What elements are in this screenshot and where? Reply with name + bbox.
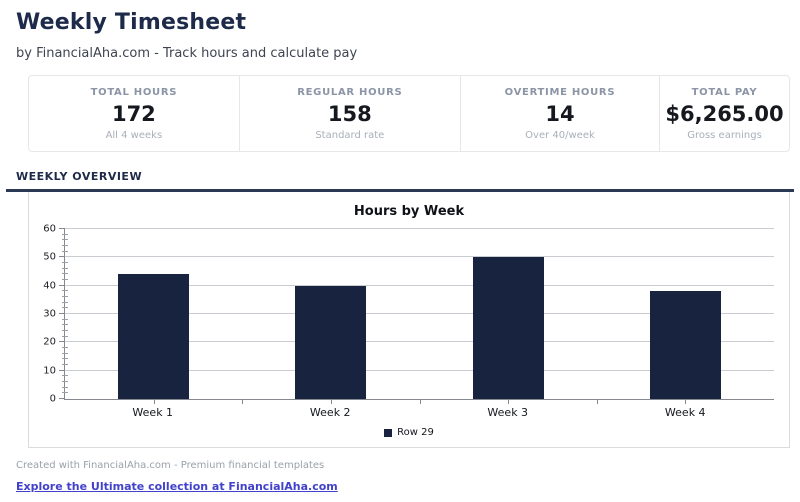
grid-line: [65, 313, 774, 314]
y-axis-tick-label: 40: [43, 280, 56, 292]
stat-value: 158: [327, 101, 372, 126]
legend-swatch: [384, 428, 393, 437]
chart-legend: Row 29: [29, 427, 789, 438]
bar: [472, 257, 544, 399]
y-axis-tick-label: 50: [43, 251, 56, 263]
x-category-label: Week 4: [664, 406, 706, 419]
footer-credit: Created with FinancialAha.com - Premium …: [16, 460, 325, 471]
stat-sub: Over 40/week: [525, 129, 595, 141]
stat-value: $6,265.00: [665, 101, 784, 126]
y-axis-minor-tick: [62, 381, 68, 382]
x-axis-tick: [508, 399, 510, 404]
y-axis-minor-tick: [62, 301, 68, 303]
y-axis-tick-label: 60: [43, 223, 56, 235]
grid-line: [65, 341, 774, 343]
x-category-label: Week 3: [487, 406, 529, 419]
x-axis-tick: [153, 399, 155, 404]
x-axis-tick: [242, 399, 244, 404]
page-header: Weekly Timesheet by FinancialAha.com - T…: [0, 0, 800, 61]
y-axis-minor-tick: [62, 352, 68, 354]
y-axis-minor-tick: [62, 324, 68, 326]
weekly-overview-title: WEEKLY OVERVIEW: [16, 170, 143, 183]
x-category-label: Week 1: [132, 406, 174, 419]
y-axis-minor-tick: [62, 290, 68, 292]
y-axis-minor-tick: [62, 364, 68, 365]
y-axis-tick-label: 0: [49, 393, 56, 405]
y-axis-minor-tick: [62, 273, 68, 275]
y-axis-minor-tick: [62, 386, 68, 388]
y-axis-tick-label: 30: [43, 308, 56, 320]
y-axis-minor-tick: [62, 239, 68, 241]
section-divider: [6, 189, 794, 192]
footer-link[interactable]: Explore the Ultimate collection at Finan…: [16, 480, 338, 493]
y-axis-minor-tick: [62, 267, 68, 269]
y-axis-tick-label: 20: [43, 336, 56, 348]
stat-label: TOTAL HOURS: [90, 86, 178, 98]
page-footer: Created with FinancialAha.com - Premium …: [16, 460, 784, 494]
y-axis-minor-tick: [62, 358, 68, 360]
x-axis-tick: [685, 399, 687, 404]
y-axis-major-tick: [59, 313, 65, 314]
y-axis-major-tick: [59, 228, 65, 229]
y-axis-minor-tick: [62, 262, 68, 263]
stat-sub: Standard rate: [315, 129, 385, 141]
grid-line: [65, 228, 774, 229]
stat-card-regular-hours: REGULAR HOURS 158 Standard rate: [238, 76, 460, 151]
y-axis-minor-tick: [62, 375, 68, 377]
stat-label: REGULAR HOURS: [297, 86, 403, 98]
bar: [295, 285, 367, 399]
y-axis-minor-tick: [62, 250, 68, 252]
y-axis-major-tick: [59, 398, 65, 399]
page-title: Weekly Timesheet: [16, 10, 247, 35]
y-axis-minor-tick: [62, 245, 68, 246]
legend-label: Row 29: [397, 427, 434, 438]
grid-line: [65, 256, 774, 258]
y-axis-minor-tick: [62, 330, 68, 331]
y-axis-tick-label: 10: [43, 365, 56, 377]
y-axis-major-tick: [59, 256, 65, 258]
bar: [649, 291, 721, 399]
y-axis-minor-tick: [62, 233, 68, 235]
chart-plot: 0 10 20 30 40 50 60: [43, 224, 774, 405]
y-axis-major-tick: [59, 284, 65, 286]
chart-card: Hours by Week 0 10 20 30 40 50 60 Week 1 Week 2…: [28, 192, 790, 448]
y-axis-major-tick: [59, 341, 65, 343]
bar: [118, 274, 190, 399]
x-axis-tick: [596, 399, 598, 404]
stat-card-overtime-hours: OVERTIME HOURS 14 Over 40/week: [459, 76, 659, 151]
x-category-label: Week 2: [309, 406, 351, 419]
y-axis-minor-tick: [62, 318, 68, 320]
y-axis-minor-tick: [62, 307, 68, 309]
stat-value: 172: [111, 101, 156, 126]
x-axis-tick: [419, 399, 421, 404]
stat-sub: Gross earnings: [687, 129, 762, 141]
stat-card-total-pay: TOTAL PAY $6,265.00 Gross earnings: [659, 76, 789, 151]
stats-row: TOTAL HOURS 172 All 4 weeks REGULAR HOUR…: [28, 75, 790, 152]
y-axis-minor-tick: [62, 279, 68, 280]
y-axis-minor-tick: [62, 392, 68, 394]
stat-value: 14: [545, 101, 575, 126]
stat-sub: All 4 weeks: [105, 129, 163, 141]
y-axis-minor-tick: [62, 347, 68, 348]
grid-line: [65, 284, 774, 286]
x-axis-tick: [330, 399, 332, 404]
y-axis-major-tick: [59, 369, 65, 371]
page-subtitle: by FinancialAha.com - Track hours and ca…: [16, 46, 358, 61]
x-axis-labels: Week 1 Week 2 Week 3 Week 4: [64, 406, 774, 419]
chart-title: Hours by Week: [353, 204, 465, 219]
stat-card-total-hours: TOTAL HOURS 172 All 4 weeks: [29, 76, 239, 151]
grid-line: [65, 369, 774, 371]
stat-label: TOTAL PAY: [691, 86, 758, 98]
y-axis-minor-tick: [62, 335, 68, 337]
stat-label: OVERTIME HOURS: [504, 86, 616, 98]
y-axis-minor-tick: [62, 296, 68, 297]
